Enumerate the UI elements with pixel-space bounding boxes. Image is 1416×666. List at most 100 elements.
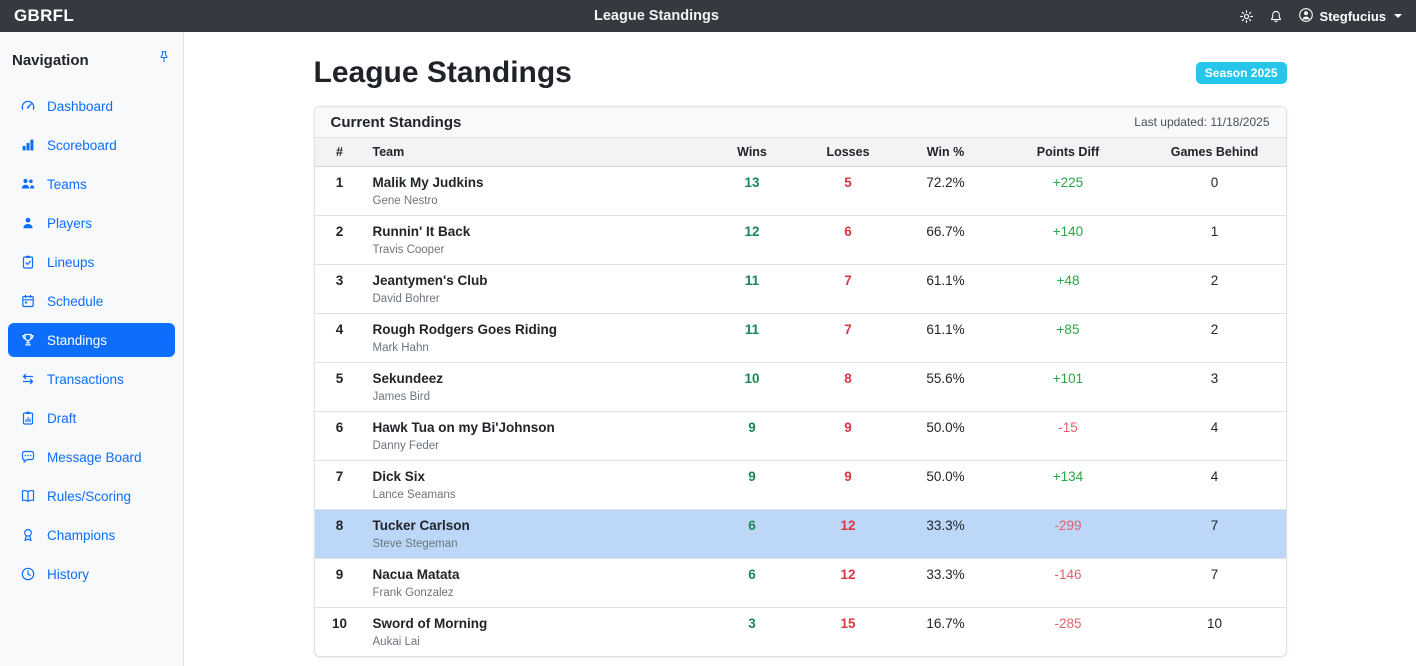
sidebar-item-transactions[interactable]: Transactions xyxy=(8,362,175,396)
games-behind-value: 1 xyxy=(1141,214,1286,264)
wins-value: 13 xyxy=(704,165,800,215)
owner-name: Steve Stegeman xyxy=(372,537,458,550)
sidebar-item-draft[interactable]: Draft xyxy=(8,401,175,435)
losses-value: 9 xyxy=(799,410,897,460)
owner-name: Aukai Lai xyxy=(372,635,420,648)
owner-name: Mark Hahn xyxy=(372,341,429,354)
points-diff-value: -15 xyxy=(994,410,1142,460)
sidebar-item-label: Standings xyxy=(47,332,108,348)
chat-dots-icon xyxy=(20,449,36,465)
sidebar-item-dashboard[interactable]: Dashboard xyxy=(8,89,175,123)
sidebar-item-label: Schedule xyxy=(47,293,104,309)
team-cell: Nacua Matata Frank Gonzalez xyxy=(364,557,705,607)
losses-value: 7 xyxy=(799,312,897,362)
standings-row: 3 Jeantymen's Club David Bohrer 11 7 61.1% +48… xyxy=(314,263,1286,313)
gear-icon[interactable] xyxy=(1239,9,1254,24)
wins-value: 6 xyxy=(704,508,800,558)
chevron-down-icon xyxy=(1394,14,1402,18)
points-diff-value: +48 xyxy=(994,263,1142,313)
team-cell: Runnin' It Back Travis Cooper xyxy=(364,214,705,264)
team-name: Sekundeez xyxy=(372,370,444,386)
sidebar-item-label: Players xyxy=(47,215,93,231)
sidebar-item-label: Lineups xyxy=(47,254,95,270)
team-name: Nacua Matata xyxy=(372,566,460,582)
losses-value: 12 xyxy=(799,508,897,558)
rank-value: 10 xyxy=(314,606,365,656)
team-cell: Hawk Tua on my Bi'Johnson Danny Feder xyxy=(364,410,705,460)
speedometer-icon xyxy=(20,98,36,114)
sidebar-item-standings[interactable]: Standings xyxy=(8,323,175,357)
standings-row: 7 Dick Six Lance Seamans 9 9 50.0% +134 4 xyxy=(314,459,1286,509)
rank-value: 3 xyxy=(314,263,365,313)
standings-row: 4 Rough Rodgers Goes Riding Mark Hahn 11 7 61… xyxy=(314,312,1286,362)
sidebar-item-rules-scoring[interactable]: Rules/Scoring xyxy=(8,479,175,513)
wins-value: 6 xyxy=(704,557,800,607)
win-pct-value: 55.6% xyxy=(896,361,995,411)
bell-icon[interactable] xyxy=(1269,9,1283,24)
win-pct-value: 50.0% xyxy=(896,459,995,509)
person-icon xyxy=(20,215,36,231)
pin-icon[interactable] xyxy=(157,50,171,64)
brand-logo[interactable]: GBRFL xyxy=(14,6,75,25)
team-name: Tucker Carlson xyxy=(372,517,470,533)
user-name: Stegfucius xyxy=(1319,8,1386,24)
games-behind-value: 2 xyxy=(1141,263,1286,313)
wins-value: 9 xyxy=(704,410,800,460)
sidebar-item-schedule[interactable]: Schedule xyxy=(8,284,175,318)
team-name: Hawk Tua on my Bi'Johnson xyxy=(372,419,555,435)
standings-row: 9 Nacua Matata Frank Gonzalez 6 12 33.3% -146 7 xyxy=(314,557,1286,607)
topbar: GBRFL League Standings Stegfucius xyxy=(0,0,1416,32)
losses-value: 15 xyxy=(799,606,897,656)
column-header: Games Behind xyxy=(1141,138,1286,167)
sidebar-item-label: History xyxy=(47,566,90,582)
sidebar-item-label: Scoreboard xyxy=(47,137,117,153)
sidebar-item-teams[interactable]: Teams xyxy=(8,167,175,201)
team-name: Malik My Judkins xyxy=(372,174,484,190)
team-name: Dick Six xyxy=(372,468,426,484)
column-header: # xyxy=(314,138,365,167)
games-behind-value: 7 xyxy=(1141,508,1286,558)
main-content: League Standings Season 2025 Current Sta… xyxy=(184,32,1416,666)
clock-icon xyxy=(20,566,36,582)
standings-row: 10 Sword of Morning Aukai Lai 3 15 16.7% -285 1… xyxy=(314,606,1286,656)
user-menu[interactable]: Stegfucius xyxy=(1298,7,1402,26)
losses-value: 7 xyxy=(799,263,897,313)
sidebar-item-players[interactable]: Players xyxy=(8,206,175,240)
sidebar-item-scoreboard[interactable]: Scoreboard xyxy=(8,128,175,162)
trophy-icon xyxy=(20,332,36,348)
rank-value: 6 xyxy=(314,410,365,460)
award-icon xyxy=(20,527,36,543)
sidebar-item-lineups[interactable]: Lineups xyxy=(8,245,175,279)
column-header: Team xyxy=(364,138,705,167)
sidebar-item-label: Dashboard xyxy=(47,98,114,114)
column-header: Wins xyxy=(704,138,800,167)
points-diff-value: +134 xyxy=(994,459,1142,509)
book-icon xyxy=(20,488,36,504)
team-name: Runnin' It Back xyxy=(372,223,471,239)
owner-name: Gene Nestro xyxy=(372,194,438,207)
standings-card: Current Standings Last updated: 11/18/20… xyxy=(313,106,1287,657)
rank-value: 1 xyxy=(314,165,365,215)
bar-chart-icon xyxy=(20,137,36,153)
points-diff-value: +140 xyxy=(994,214,1142,264)
losses-value: 8 xyxy=(799,361,897,411)
topbar-title: League Standings xyxy=(594,8,719,24)
games-behind-value: 2 xyxy=(1141,312,1286,362)
points-diff-value: +101 xyxy=(994,361,1142,411)
points-diff-value: -146 xyxy=(994,557,1142,607)
column-header: Losses xyxy=(799,138,897,167)
win-pct-value: 16.7% xyxy=(896,606,995,656)
sidebar-item-message-board[interactable]: Message Board xyxy=(8,440,175,474)
team-cell: Dick Six Lance Seamans xyxy=(364,459,705,509)
topbar-actions: Stegfucius xyxy=(1239,7,1402,26)
standings-row: 8 Tucker Carlson Steve Stegeman 6 12 33.3% -29… xyxy=(314,508,1286,558)
sidebar-item-champions[interactable]: Champions xyxy=(8,518,175,552)
sidebar: Navigation Dashboard Scoreboard Teams Playe… xyxy=(0,32,184,666)
games-behind-value: 4 xyxy=(1141,410,1286,460)
clipboard-check-icon xyxy=(20,254,36,270)
wins-value: 3 xyxy=(704,606,800,656)
sidebar-item-label: Rules/Scoring xyxy=(47,488,132,504)
column-header: Points Diff xyxy=(994,138,1142,167)
arrows-left-right-icon xyxy=(20,371,36,387)
sidebar-item-history[interactable]: History xyxy=(8,557,175,591)
